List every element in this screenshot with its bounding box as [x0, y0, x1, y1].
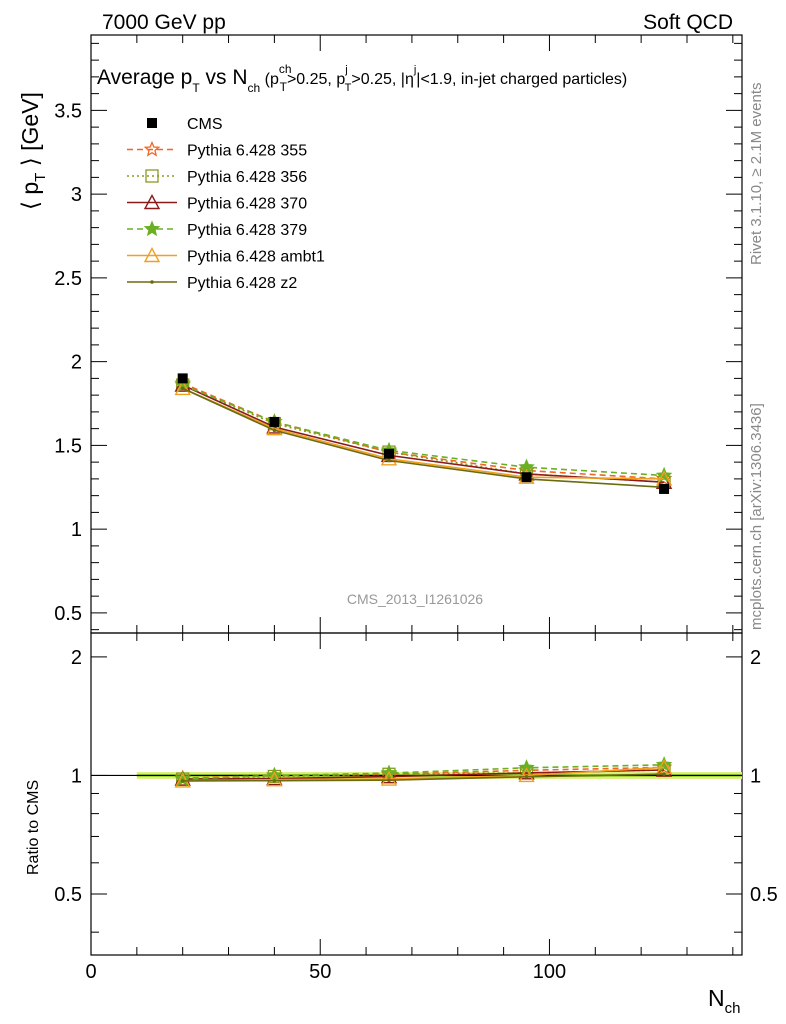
series-point-5 [180, 386, 185, 391]
series-line-1 [182, 384, 665, 483]
ratio-axis-label: Ratio to CMS [25, 780, 42, 875]
analysis-watermark: CMS_2013_I1261026 [347, 591, 483, 607]
ratio-tick-label: 1 [71, 765, 82, 787]
y-tick-label: 3 [71, 184, 82, 206]
ratio-plot-frame [90, 632, 743, 956]
y-tick-label: 2 [71, 352, 82, 374]
ratio-tick-label-right: 2 [750, 647, 761, 669]
x-tick-label: 50 [309, 961, 331, 983]
y-tick-label: 1.5 [54, 435, 82, 457]
plot-title: Average pT vs Nch (pch T>0.25, pj T>0.25, … [97, 62, 627, 95]
legend-label: Pythia 6.428 356 [187, 169, 307, 186]
series-point-5 [272, 428, 277, 433]
ratio-tick-label: 0.5 [54, 884, 82, 906]
ratio-point-5 [387, 778, 391, 783]
rivet-label: Rivet 3.1.10, ≥ 2.1M events [748, 83, 765, 266]
legend-label: Pythia 6.428 ambt1 [187, 249, 325, 266]
x-tick-label: 0 [85, 961, 96, 983]
ratio-point-4 [518, 766, 535, 783]
legend-item: Pythia 6.428 ambt1 [127, 247, 325, 266]
y-label-b: ⟩ [GeV] [17, 92, 43, 173]
series-line-0 [182, 382, 665, 480]
legend-item: Pythia 6.428 355 [127, 140, 307, 160]
y-tick-label: 0.5 [54, 603, 82, 625]
y-tick-label: 2.5 [54, 268, 82, 290]
legend-item: Pythia 6.428 356 [127, 169, 307, 186]
ratio-tick-label: 2 [71, 647, 82, 669]
y-tick-label: 1 [71, 519, 82, 541]
ratio-point-5 [180, 779, 185, 783]
ratio-point-4 [380, 770, 398, 786]
legend-marker [150, 280, 154, 284]
header-left: 7000 GeV pp [102, 11, 226, 34]
x-tick-label: 100 [533, 961, 566, 983]
series-point-4 [174, 379, 191, 396]
legend-item: Pythia 6.428 370 [127, 194, 307, 213]
legend-item: CMS [147, 116, 223, 133]
legend-label: Pythia 6.428 370 [187, 196, 307, 213]
legend-marker [143, 140, 161, 157]
legend-marker [145, 169, 159, 183]
y-tick-label: 3.5 [54, 100, 82, 122]
x-label-sub: ch [725, 1000, 741, 1017]
y-label-a: ⟨ p [17, 182, 43, 210]
ratio-point-5 [272, 778, 277, 783]
legend-marker [147, 118, 157, 128]
y-label-sub: T [32, 173, 49, 182]
header-right: Soft QCD [643, 11, 733, 34]
legend-item: Pythia 6.428 z2 [127, 275, 297, 292]
x-axis-label: Nch [708, 985, 740, 1017]
ratio-point-5 [662, 772, 666, 776]
x-label-main: N [708, 985, 725, 1011]
series-line-5 [182, 387, 665, 489]
series-point-5 [387, 458, 391, 463]
legend-label: CMS [187, 116, 223, 133]
ratio-point-4 [266, 771, 283, 787]
legend-label: Pythia 6.428 379 [187, 222, 307, 239]
ratio-tick-label-right: 0.5 [750, 884, 778, 906]
legend-item: Pythia 6.428 379 [127, 220, 307, 239]
ratio-tick-label-right: 1 [750, 765, 761, 787]
legend-marker [143, 247, 161, 263]
legend-marker [143, 220, 161, 237]
data-point [177, 373, 188, 384]
legend-marker [143, 194, 161, 210]
legend-label: Pythia 6.428 z2 [187, 275, 297, 292]
series-line-3 [182, 384, 665, 477]
data-point [269, 416, 280, 427]
data-point [383, 448, 394, 459]
y-axis-label: ⟨ pT ⟩ [GeV] [17, 92, 49, 210]
data-point [521, 472, 532, 483]
data-point [659, 483, 670, 494]
legend-label: Pythia 6.428 355 [187, 143, 307, 160]
ratio-line-3 [182, 764, 665, 780]
ratio-point-5 [524, 774, 529, 779]
mcplots-label: mcplots.cern.ch [arXiv:1306.3436] [748, 403, 765, 630]
series-line-2 [182, 384, 665, 483]
